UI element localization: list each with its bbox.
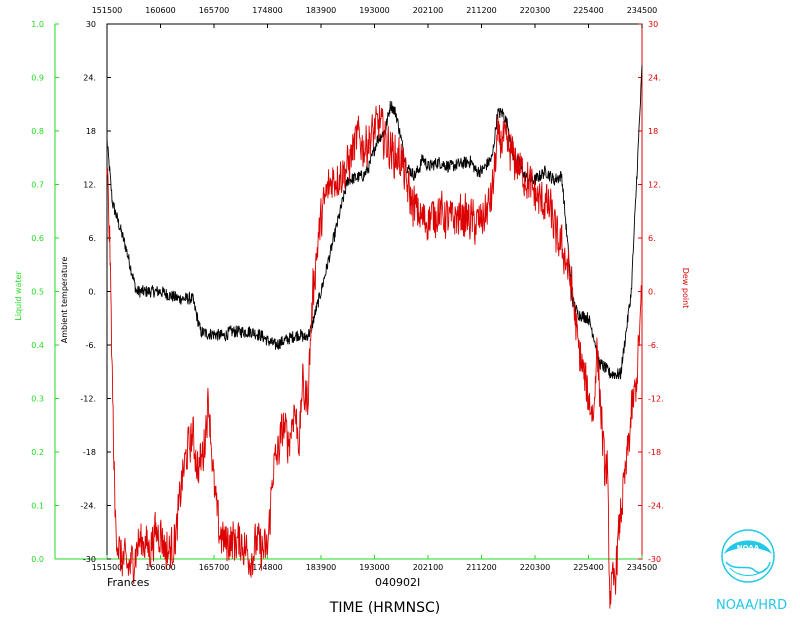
x-tick-label-bottom: 211200 — [466, 563, 497, 572]
left-axis-title: Liquid water — [14, 271, 23, 321]
ambient-temperature-line — [106, 65, 643, 380]
ticks-layer: 151500 151500 160600 160600 165700 165700 1748… — [31, 6, 663, 572]
x-tick-label-top: 225400 — [573, 6, 604, 15]
plot-frame — [106, 23, 643, 560]
temp-axis-tick-label: -18 — [83, 448, 96, 457]
temp-axis-tick-label: 24. — [83, 74, 96, 83]
temp-axis-tick-label: 30 — [86, 20, 96, 29]
temp-axis-tick-label: -12. — [80, 395, 96, 404]
annotation-date-code: 040902I — [375, 576, 420, 589]
temp-axis-tick-label: 6. — [88, 234, 96, 243]
left-axis-tick-label: 0.5 — [31, 288, 44, 297]
temp-axis-tick-label: 12. — [83, 181, 96, 190]
temp-axis-tick-label: 0. — [88, 288, 96, 297]
left-axis-tick-label: 0.1 — [31, 502, 44, 511]
x-tick-label-bottom: 220300 — [520, 563, 551, 572]
left-axis-tick-label: 0.7 — [31, 181, 44, 190]
logo-text: NOAA — [737, 544, 760, 552]
temp-axis-tick-label: -24. — [80, 502, 96, 511]
x-tick-label-bottom: 193000 — [359, 563, 390, 572]
x-tick-label-top: 174800 — [252, 6, 283, 15]
x-tick-label-top: 193000 — [359, 6, 390, 15]
x-tick-label-bottom: 183900 — [306, 563, 337, 572]
right-axis-tick-label: -18 — [648, 448, 661, 457]
right-axis-tick-label: 24. — [648, 74, 661, 83]
left-axis-tick-label: 1.0 — [31, 20, 44, 29]
noaa-hrd-label: NOAA/HRD — [716, 598, 788, 613]
temp-axis-tick-label: -30 — [83, 555, 96, 564]
right-axis-tick-label: 18 — [648, 127, 658, 136]
right-axis-title: Dew point — [681, 268, 690, 309]
right-axis-tick-label: 30 — [648, 20, 658, 29]
x-tick-label-bottom: 165700 — [199, 563, 230, 572]
x-tick-label-top: 211200 — [466, 6, 497, 15]
left-axis-tick-label: 0.6 — [31, 234, 44, 243]
right-axis-tick-label: -6. — [648, 341, 659, 350]
right-axis-tick-label: -12. — [648, 395, 664, 404]
x-tick-label-top: 160600 — [145, 6, 176, 15]
left-axis-tick-label: 0.3 — [31, 395, 44, 404]
noaa-logo-icon: NOAA — [721, 529, 775, 583]
series-layer — [106, 65, 643, 609]
right-axis-tick-label: -24. — [648, 502, 664, 511]
temp-axis-tick-label: 18 — [86, 127, 96, 136]
x-tick-label-top: 183900 — [306, 6, 337, 15]
temperature-axis-title: Ambient temperature — [60, 257, 69, 344]
x-tick-label-top: 151500 — [92, 6, 123, 15]
x-tick-label-bottom: 234500 — [627, 563, 658, 572]
x-tick-label-top: 202100 — [413, 6, 444, 15]
right-axis-tick-label: 12. — [648, 181, 661, 190]
dew-point-line — [106, 104, 643, 609]
temp-axis-tick-label: -6. — [85, 341, 96, 350]
right-axis-tick-label: 6. — [648, 234, 656, 243]
x-tick-label-bottom: 174800 — [252, 563, 283, 572]
x-tick-label-bottom: 202100 — [413, 563, 444, 572]
left-axis-tick-label: 0.4 — [31, 341, 44, 350]
x-tick-label-bottom: 151500 — [92, 563, 123, 572]
right-axis-tick-label: -30 — [648, 555, 661, 564]
left-axis-tick-label: 0.0 — [31, 555, 44, 564]
annotation-storm-name: Frances — [107, 576, 150, 589]
right-axis-tick-label: 0. — [648, 288, 656, 297]
x-tick-label-top: 165700 — [199, 6, 230, 15]
x-tick-label-top: 220300 — [520, 6, 551, 15]
left-axis-tick-label: 0.8 — [31, 127, 44, 136]
x-tick-label-top: 234500 — [627, 6, 658, 15]
x-axis-title: TIME (HRMNSC) — [329, 600, 440, 616]
x-tick-label-bottom: 225400 — [573, 563, 604, 572]
x-tick-label-bottom: 160600 — [145, 563, 176, 572]
left-axis-tick-label: 0.2 — [31, 448, 44, 457]
left-axis-tick-label: 0.9 — [31, 74, 44, 83]
